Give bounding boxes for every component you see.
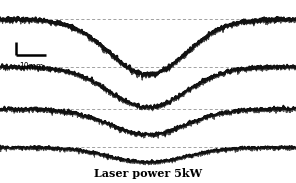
Text: Laser power 5kW: Laser power 5kW [94, 168, 202, 179]
Text: 10mm: 10mm [19, 62, 44, 71]
